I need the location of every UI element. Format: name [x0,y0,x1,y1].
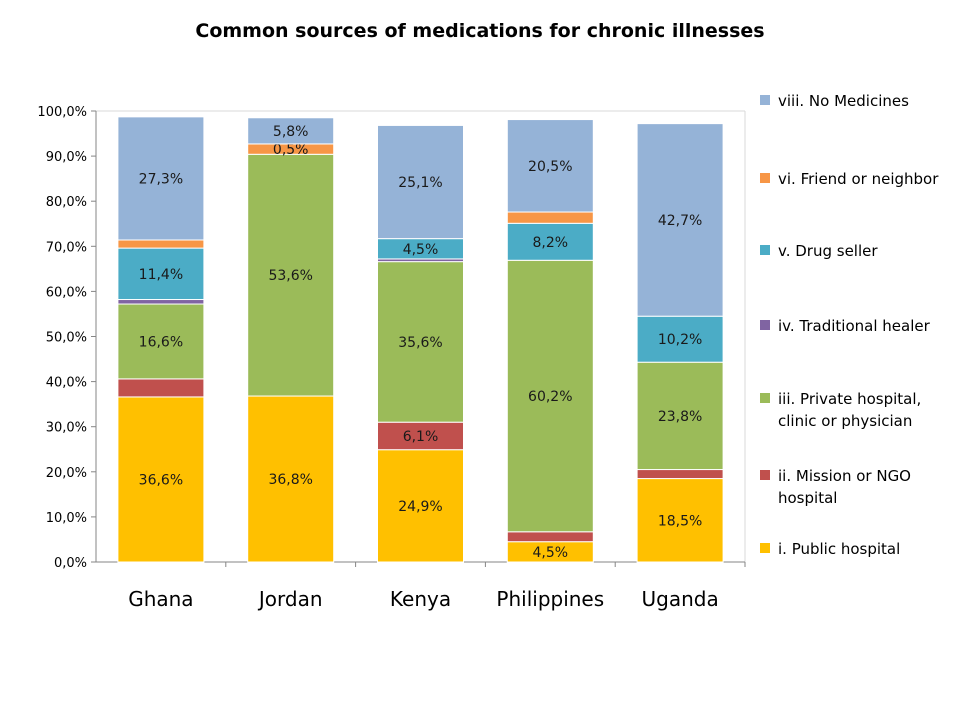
x-category-label: Jordan [257,587,323,611]
legend-swatch [760,245,770,255]
chart-title: Common sources of medications for chroni… [195,20,765,42]
bar-segment [636,469,724,480]
bar-segment [506,531,594,543]
bar-segment [117,378,205,398]
y-tick-label: 100,0% [37,105,87,120]
bar-segment [247,395,335,563]
data-label: 36,6% [139,472,183,488]
y-tick-label: 60,0% [46,285,87,300]
data-label: 18,5% [658,513,702,529]
data-label: 23,8% [658,409,702,425]
data-label: 36,8% [268,472,312,488]
legend-label: iii. Private hospital, clinic or physici… [778,390,922,430]
y-tick-label: 50,0% [46,331,87,346]
data-label: 25,1% [398,175,442,191]
legend-swatch [760,320,770,330]
bar-segment [636,123,724,317]
bar-segment [377,124,464,240]
x-category-label: Kenya [390,587,451,611]
bar-segment [117,116,205,241]
bar-segment [117,239,205,249]
data-label: 35,6% [398,335,442,351]
data-label: 4,5% [403,242,439,258]
legend-label: ii. Mission or NGO hospital [778,467,911,507]
legend-label: viii. No Medicines [778,92,909,110]
data-label: 16,6% [139,334,183,350]
bar-segment [377,449,464,563]
data-label: 4,5% [533,545,569,561]
legend-label: i. Public hospital [778,540,901,558]
x-category-label: Philippines [496,587,604,611]
bar-segment [636,478,724,563]
legend-item: vi. Friend or neighbor [760,168,953,190]
legend-swatch [760,95,770,105]
data-label: 24,9% [398,499,442,515]
bar-segment [117,303,205,380]
bar-segment [636,361,724,471]
legend-item: iv. Traditional healer [760,315,953,337]
legend-swatch [760,470,770,480]
legend-item: v. Drug seller [760,240,953,262]
data-label: 60,2% [528,389,572,405]
legend-swatch [760,543,770,553]
data-label: 20,5% [528,159,572,175]
data-label: 5,8% [273,124,309,140]
data-label: 53,6% [268,268,312,284]
data-label: 42,7% [658,213,702,229]
bar-segment [247,117,335,145]
bar-segment [247,153,335,397]
data-label: 27,3% [139,171,183,187]
legend-item: viii. No Medicines [760,90,953,112]
y-tick-label: 20,0% [46,466,87,481]
x-category-label: Uganda [641,587,718,611]
legend-item: i. Public hospital [760,538,953,560]
y-tick-label: 90,0% [46,150,87,165]
bar-segment [117,247,205,301]
legend-swatch [760,393,770,403]
x-category-label: Ghana [128,587,193,611]
bar-segment [377,261,464,423]
y-tick-label: 10,0% [46,511,87,526]
legend-item: ii. Mission or NGO hospital [760,465,953,509]
y-tick-label: 80,0% [46,195,87,210]
legend-item: iii. Private hospital, clinic or physici… [760,388,953,432]
data-label: 6,1% [403,429,439,445]
y-tick-label: 0,0% [54,556,87,571]
bar-segment [506,259,594,533]
legend-label: iv. Traditional healer [778,317,930,335]
bar-segment [117,299,205,305]
legend-label: v. Drug seller [778,242,878,260]
data-label: 8,2% [533,235,569,251]
y-tick-label: 40,0% [46,376,87,391]
data-label: 10,2% [658,332,702,348]
bar-segment [506,211,594,224]
legend-swatch [760,173,770,183]
data-label: 0,5% [273,142,309,158]
bar-segment [506,119,594,213]
y-tick-label: 30,0% [46,421,87,436]
legend-label: vi. Friend or neighbor [778,170,939,188]
y-tick-label: 70,0% [46,240,87,255]
bar-segment [636,315,724,363]
data-label: 11,4% [139,267,183,283]
